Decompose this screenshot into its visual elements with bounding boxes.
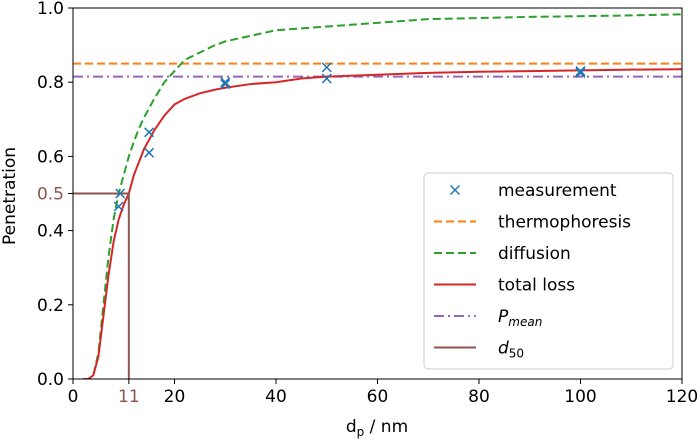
measurement-marker	[220, 77, 231, 88]
measurement-marker	[321, 62, 332, 73]
y-tick-label: 0.2	[37, 296, 64, 316]
x-tick-label: 100	[564, 387, 596, 407]
y-tick-label: 1.0	[37, 0, 64, 19]
plot-frame	[72, 7, 683, 380]
total-loss-line	[83, 68, 682, 379]
x-tick-label: 0	[68, 387, 79, 407]
x-tick-label: 40	[265, 387, 287, 407]
y-tick-label: 0.4	[37, 222, 64, 242]
legend-entry-thermophoresis: thermophoresis	[434, 213, 631, 233]
x-tick-label: 80	[468, 387, 490, 407]
series-group	[73, 13, 682, 379]
legend-entry-diffusion: diffusion	[434, 244, 571, 264]
legend-entry-d-50: d50	[434, 339, 524, 361]
x-tick-label: 11	[118, 387, 140, 407]
measurement-marker	[220, 79, 231, 90]
x-axis-label: dp / nm	[346, 417, 408, 439]
legend-entry-p-mean: Pmean	[434, 307, 542, 329]
x-tick-label: 20	[164, 387, 186, 407]
y-tick-label: 0.6	[37, 147, 64, 167]
measurement-marker	[321, 73, 332, 84]
legend-box	[423, 172, 674, 370]
legend-label: d50	[498, 339, 524, 361]
legend-label: measurement	[498, 181, 617, 201]
legend-marker	[449, 184, 461, 196]
x-axis-label-main: d	[346, 417, 357, 437]
x-tick-label: 120	[666, 387, 698, 407]
legend: measurement thermophoresis diffusion total …	[423, 172, 674, 370]
x-axis-label-sub: p	[357, 425, 365, 439]
legend-label: Pmean	[498, 307, 542, 329]
legend-label: thermophoresis	[498, 213, 631, 233]
legend-label: total loss	[498, 276, 575, 296]
measurement-marker	[115, 188, 126, 199]
diffusion-line	[83, 13, 682, 379]
measurement-marker	[575, 67, 586, 78]
legend-entry-measurement: measurement	[449, 181, 617, 201]
d-50-line	[73, 192, 130, 379]
measurement-marker	[144, 127, 155, 138]
measurement-marker	[144, 147, 155, 158]
y-tick-label: 0.0	[37, 370, 64, 390]
legend-entry-total-loss: total loss	[434, 276, 575, 296]
y-axis-label: Penetration	[0, 147, 20, 245]
y-tick-label: 0.8	[37, 73, 64, 93]
x-axis-label-rest: / nm	[364, 417, 408, 437]
measurement-marker	[575, 66, 586, 77]
y-tick-label: 0.5	[37, 185, 64, 205]
ticks-group: 0 11 20 40 60 80 100 120 0.0 0.2 0.4 0.5 0.6 0.8 1.0	[37, 0, 698, 407]
measurement-marker	[113, 201, 124, 212]
x-tick-label: 60	[367, 387, 389, 407]
legend-label: diffusion	[498, 244, 571, 264]
